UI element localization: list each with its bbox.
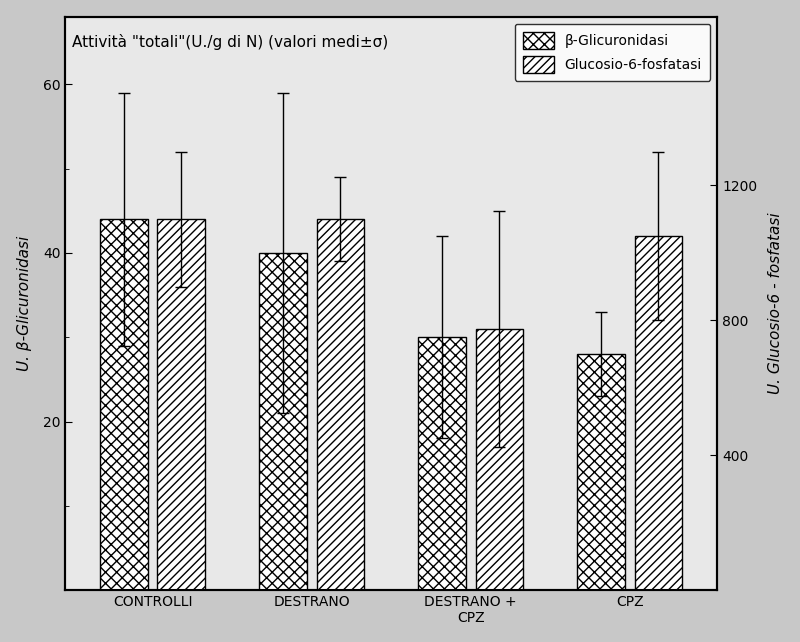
Text: Attività "totali"(U./g di N) (valori medi±σ): Attività "totali"(U./g di N) (valori med… [72, 34, 388, 50]
Bar [259, 253, 307, 590]
Bar [418, 337, 466, 590]
Bar [100, 219, 148, 590]
Y-axis label: U. Glucosio-6 - fosfatasi: U. Glucosio-6 - fosfatasi [768, 213, 783, 394]
Bar [634, 236, 682, 590]
Bar [317, 219, 364, 590]
Bar [578, 354, 625, 590]
Bar [475, 329, 523, 590]
Y-axis label: U. β-Glicuronidasi: U. β-Glicuronidasi [17, 236, 32, 371]
Bar [158, 219, 205, 590]
Legend: β-Glicuronidasi, Glucosio-6-fosfatasi: β-Glicuronidasi, Glucosio-6-fosfatasi [514, 24, 710, 81]
